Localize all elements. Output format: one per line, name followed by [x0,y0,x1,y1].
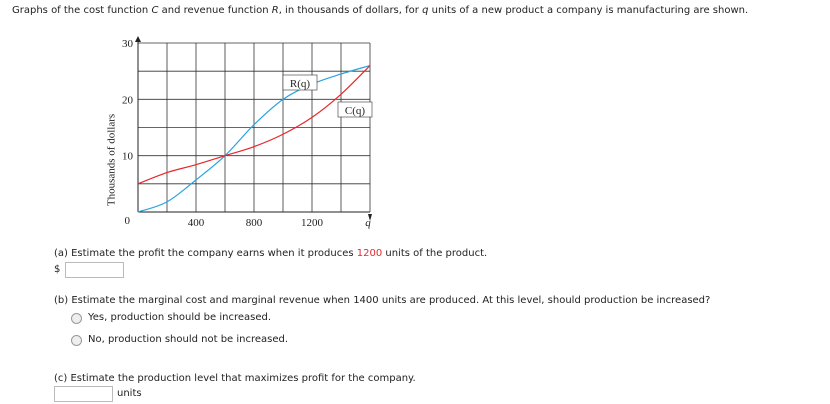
y-tick-label: 20 [122,94,134,106]
y-tick-label: 0 [125,215,131,227]
question: (c) Estimate the production level that m… [54,373,416,384]
label-box [337,101,373,118]
radio[interactable] [71,313,82,324]
chart: Thousands of dollars 0 10 20 30 400 800 1200 q R… [106,36,373,229]
text: 1200 [356,248,383,259]
question: (b) Estimate the marginal cost and margi… [54,295,711,306]
y-axis-label: Thousands of dollars [106,114,118,206]
curve-label: C(q) [345,105,366,117]
text: C [151,5,159,16]
curve [137,65,371,185]
text: R [271,5,279,16]
label-box [282,74,318,91]
curve-label: R(q) [290,78,311,90]
y-tick-label: 10 [122,151,134,163]
option[interactable]: Yes, production should be increased. [88,312,272,323]
y-tick-label: 30 [122,38,134,50]
text: units of the product. [382,248,488,259]
x-tick-label: 1200 [301,217,324,229]
x-arrow [368,214,372,221]
prefix: $ [54,264,61,275]
y-arrow [135,36,141,42]
x-tick-label: 400 [188,217,205,229]
x-axis-label: q [365,217,371,229]
text: units of a new product a company is manu… [428,5,749,16]
intro: Graphs of the cost function C and revenu… [12,5,748,16]
answer-input[interactable] [65,262,124,278]
answer-input[interactable] [54,386,113,402]
text: , in thousands of dollars, for [278,5,423,16]
text: Graphs of the cost function [12,5,152,16]
text: and revenue function [158,5,272,16]
part-a: (a) Estimate the profit the company earn… [54,248,487,259]
text: q [422,5,429,16]
suffix: units [117,388,142,399]
radio[interactable] [71,335,82,346]
text: (a) Estimate the profit the company earn… [54,248,357,259]
x-tick-label: 800 [246,217,263,229]
curve [137,64,371,213]
option[interactable]: No, production should not be increased. [88,334,289,345]
